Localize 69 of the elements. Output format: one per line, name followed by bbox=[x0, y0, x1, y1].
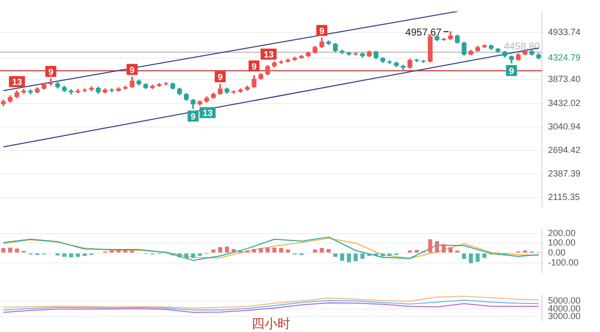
y-tick-label: 2387.39 bbox=[548, 168, 581, 179]
y-tick-label: 3873.40 bbox=[548, 74, 581, 84]
bar bbox=[252, 249, 256, 252]
annotation: 四小时 bbox=[252, 316, 290, 332]
bar bbox=[286, 250, 290, 252]
bar bbox=[388, 253, 392, 256]
y-tick-label: 4000.00 bbox=[548, 303, 581, 314]
bar bbox=[428, 239, 432, 252]
bar bbox=[380, 253, 385, 256]
bar bbox=[468, 253, 473, 264]
candlestick bbox=[164, 82, 168, 86]
y-tick-label: 2694.42 bbox=[548, 144, 581, 155]
annotation: 13 bbox=[202, 108, 213, 118]
bar bbox=[191, 253, 196, 258]
bar bbox=[82, 253, 87, 256]
bar bbox=[442, 244, 446, 252]
bar bbox=[320, 248, 324, 252]
y-tick-label: 100.00 bbox=[548, 238, 576, 248]
bar bbox=[272, 248, 276, 252]
y-tick-label: 2115.35 bbox=[548, 192, 580, 202]
annotation: 9 bbox=[48, 66, 54, 77]
bar bbox=[198, 253, 202, 256]
annotation: 9 bbox=[130, 64, 135, 75]
annotation: 9 bbox=[252, 61, 257, 72]
bar bbox=[266, 248, 270, 252]
bar bbox=[333, 253, 338, 257]
bar bbox=[218, 247, 222, 252]
y-tick-label: 3000.00 bbox=[548, 311, 581, 322]
bar bbox=[367, 253, 372, 256]
bar bbox=[232, 249, 236, 252]
bar bbox=[346, 253, 351, 262]
y-tick-label: 4933.74 bbox=[548, 27, 581, 38]
y-tick-label: 200.00 bbox=[548, 228, 576, 238]
bar bbox=[8, 248, 12, 252]
bar bbox=[224, 246, 229, 252]
bar bbox=[340, 253, 344, 261]
bar bbox=[1, 248, 6, 252]
bar bbox=[448, 247, 453, 252]
y-tick-label: 4324.79 bbox=[548, 52, 581, 63]
y-tick-label: 3040.94 bbox=[548, 121, 581, 132]
bar bbox=[482, 253, 486, 258]
y-tick-label: 5000.00 bbox=[548, 295, 581, 306]
y-tick-label: -100.00 bbox=[548, 257, 579, 268]
bar bbox=[258, 248, 263, 252]
bar bbox=[14, 248, 19, 252]
annotation: 13 bbox=[264, 50, 274, 60]
bar bbox=[476, 253, 480, 262]
bar bbox=[354, 253, 358, 262]
bar bbox=[69, 253, 74, 258]
bar bbox=[279, 248, 284, 252]
annotation: 9 bbox=[218, 72, 223, 82]
bar bbox=[62, 253, 66, 257]
annotation: 13 bbox=[12, 77, 22, 88]
bar bbox=[326, 249, 331, 252]
bar bbox=[184, 253, 188, 258]
bar bbox=[211, 250, 216, 252]
annotation: 9 bbox=[190, 112, 196, 122]
bar bbox=[178, 253, 182, 258]
y-tick-label: 0.00 bbox=[548, 247, 566, 258]
bar bbox=[434, 241, 440, 252]
annotation: 4957.67 bbox=[405, 28, 442, 39]
bar bbox=[360, 253, 364, 259]
ref-line-label: 4458.80 bbox=[504, 41, 540, 52]
y-tick-label: 3432.02 bbox=[548, 98, 581, 108]
bar bbox=[76, 253, 80, 257]
annotation: 9 bbox=[319, 26, 324, 36]
annotation: 9 bbox=[509, 66, 514, 76]
bar bbox=[462, 253, 466, 259]
bar bbox=[313, 250, 318, 252]
